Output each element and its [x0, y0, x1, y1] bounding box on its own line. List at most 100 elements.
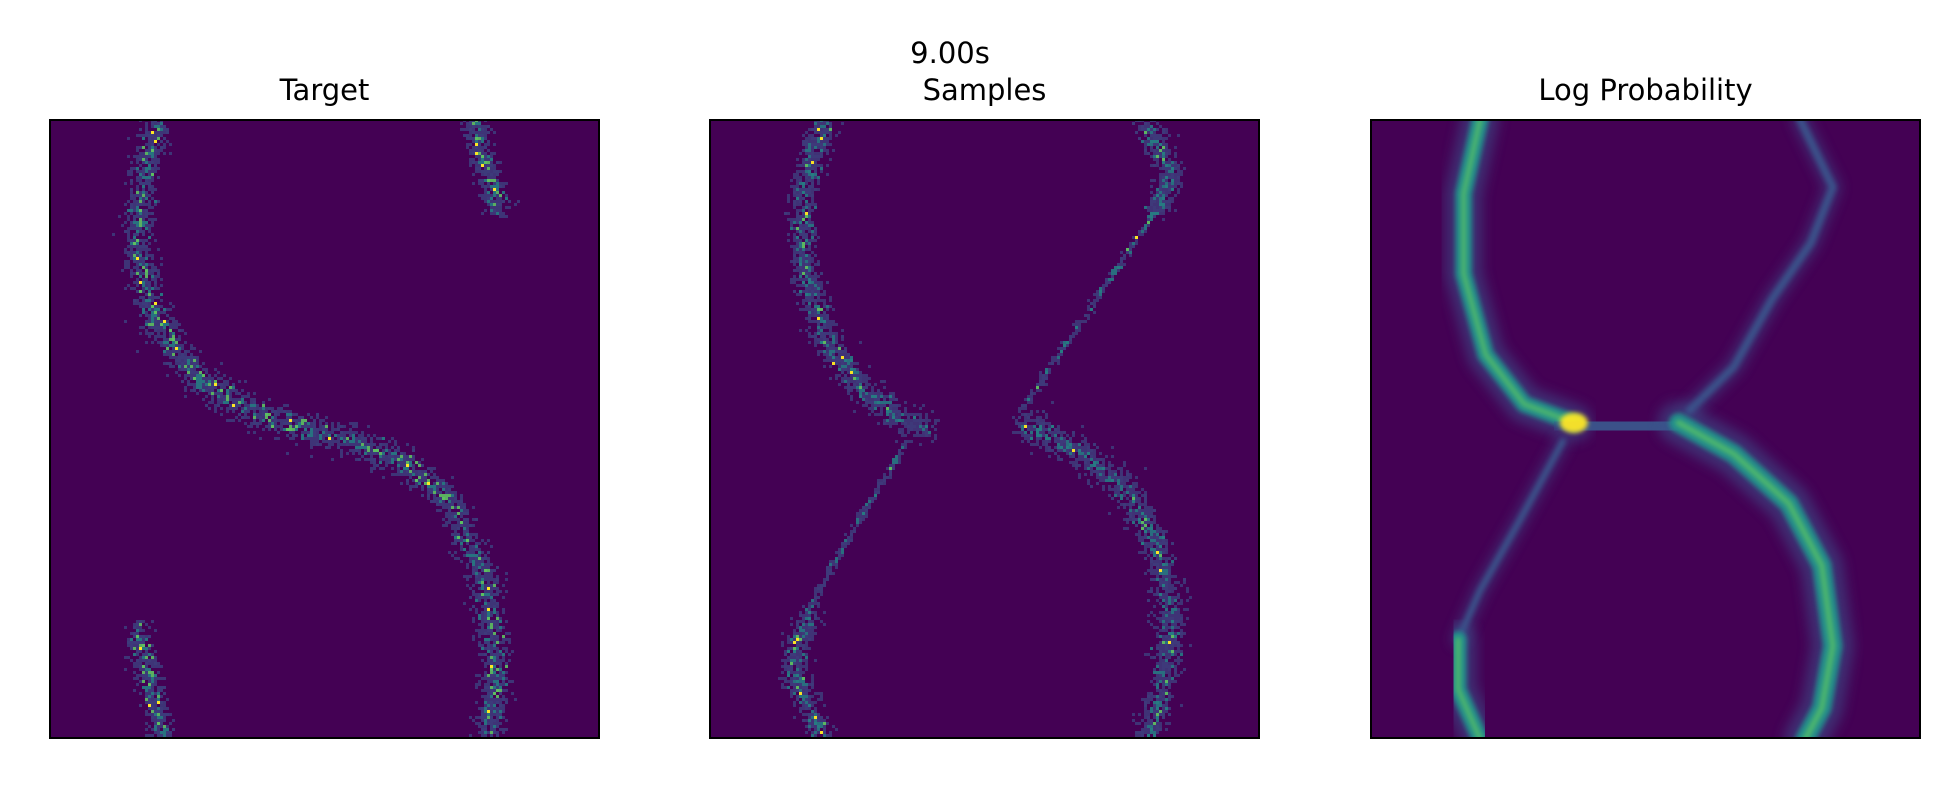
histogram-bin — [151, 653, 154, 656]
histogram-bin — [784, 680, 787, 683]
histogram-bin — [829, 131, 832, 134]
histogram-bin — [370, 452, 373, 455]
histogram-bin — [142, 668, 145, 671]
histogram-bin — [1156, 542, 1159, 545]
histogram-bin — [166, 353, 169, 356]
histogram-bin — [1150, 728, 1153, 731]
histogram-bin — [919, 413, 922, 416]
histogram-bin — [1042, 383, 1045, 386]
histogram-bin — [1042, 374, 1045, 377]
histogram-bin — [1045, 416, 1048, 419]
histogram-bin — [1162, 218, 1165, 221]
histogram-bin — [883, 380, 886, 383]
histogram-bin — [322, 428, 325, 431]
histogram-bin — [1111, 446, 1114, 449]
histogram-bin — [139, 248, 142, 251]
histogram-bin — [1171, 614, 1174, 617]
histogram-bin — [838, 557, 841, 560]
histogram-bin — [1042, 443, 1045, 446]
histogram-bin — [154, 218, 157, 221]
histogram-bin — [493, 581, 496, 584]
histogram-bin — [169, 350, 172, 353]
histogram-bin — [169, 362, 172, 365]
histogram-bin — [493, 725, 496, 728]
histogram-bin — [340, 443, 343, 446]
histogram-bin — [853, 410, 856, 413]
histogram-bin — [1147, 716, 1150, 719]
histogram-bin — [841, 122, 844, 125]
histogram-bin — [145, 722, 148, 725]
histogram-bin — [127, 215, 130, 218]
histogram-bin — [475, 149, 478, 152]
histogram-bin — [469, 128, 472, 131]
histogram-bin — [490, 629, 493, 632]
histogram-bin — [820, 308, 823, 311]
histogram-bin — [301, 425, 304, 428]
histogram-bin — [157, 269, 160, 272]
histogram-bin — [400, 461, 403, 464]
histogram-bin — [1165, 701, 1168, 704]
histogram-bin — [1153, 203, 1156, 206]
histogram-bin — [919, 416, 922, 419]
histogram-bin — [1162, 611, 1165, 614]
histogram-bin — [451, 524, 454, 527]
histogram-bin — [160, 125, 163, 128]
histogram-bin — [157, 176, 160, 179]
histogram-bin — [496, 617, 499, 620]
histogram-bin — [1150, 509, 1153, 512]
histogram-bin — [1111, 272, 1114, 275]
histogram-bin — [1084, 455, 1087, 458]
histogram-bin — [154, 200, 157, 203]
histogram-bin — [898, 449, 901, 452]
histogram-bin — [1135, 722, 1138, 725]
histogram-bin — [1156, 197, 1159, 200]
histogram-bin — [154, 134, 157, 137]
histogram-bin — [898, 452, 901, 455]
histogram-bin — [880, 392, 883, 395]
histogram-bin — [808, 284, 811, 287]
histogram-bin — [799, 620, 802, 623]
histogram-bin — [823, 584, 826, 587]
histogram-bin — [892, 464, 895, 467]
histogram-bin — [208, 386, 211, 389]
histogram-bin — [805, 623, 808, 626]
histogram-bin — [433, 482, 436, 485]
histogram-bin — [817, 188, 820, 191]
histogram-bin — [487, 572, 490, 575]
histogram-bin — [229, 398, 232, 401]
histogram-bin — [1168, 197, 1171, 200]
histogram-bin — [319, 428, 322, 431]
histogram-bin — [301, 437, 304, 440]
histogram-bin — [1153, 197, 1156, 200]
histogram-bin — [472, 137, 475, 140]
histogram-bin — [484, 728, 487, 731]
histogram-bin — [178, 347, 181, 350]
histogram-bin — [1171, 653, 1174, 656]
histogram-bin — [493, 626, 496, 629]
histogram-bin — [361, 446, 364, 449]
histogram-bin — [130, 269, 133, 272]
histogram-bin — [478, 731, 481, 734]
histogram-bin — [1042, 431, 1045, 434]
histogram-bin — [502, 200, 505, 203]
histogram-bin — [1165, 638, 1168, 641]
histogram-bin — [130, 254, 133, 257]
histogram-bin — [802, 665, 805, 668]
histogram-bin — [904, 446, 907, 449]
histogram-bin — [1168, 596, 1171, 599]
histogram-bin — [1075, 443, 1078, 446]
histogram-bin — [1168, 587, 1171, 590]
histogram-bin — [1015, 422, 1018, 425]
histogram-bin — [133, 224, 136, 227]
histogram-bin — [1033, 443, 1036, 446]
histogram-bin — [472, 146, 475, 149]
histogram-bin — [1030, 431, 1033, 434]
histogram-bin — [799, 254, 802, 257]
histogram-bin — [796, 662, 799, 665]
histogram-bin — [148, 299, 151, 302]
histogram-bin — [487, 644, 490, 647]
histogram-bin — [481, 146, 484, 149]
histogram-bin — [925, 431, 928, 434]
histogram-bin — [874, 488, 877, 491]
histogram-bin — [823, 293, 826, 296]
